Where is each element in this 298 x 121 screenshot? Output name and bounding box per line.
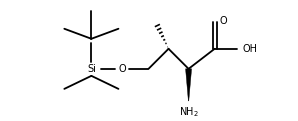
Text: O: O	[220, 16, 227, 26]
Text: NH$_2$: NH$_2$	[179, 105, 198, 119]
Text: Si: Si	[87, 64, 96, 74]
Polygon shape	[186, 69, 192, 101]
Text: O: O	[119, 64, 126, 74]
Text: OH: OH	[243, 44, 258, 54]
